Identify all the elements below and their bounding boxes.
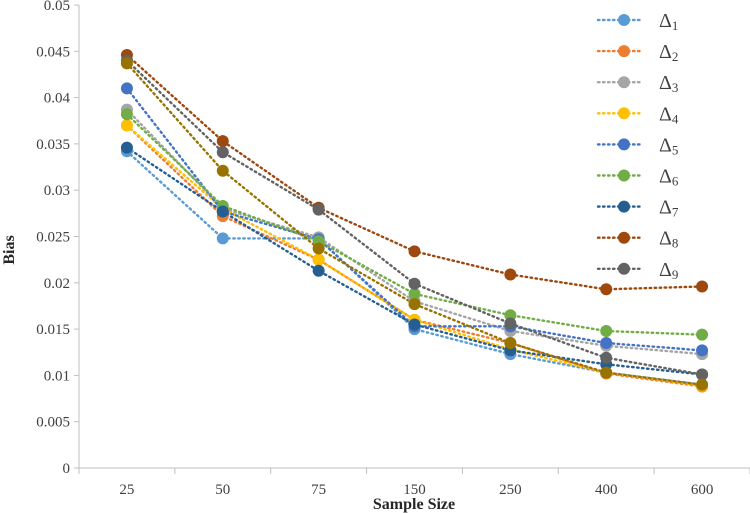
data-point-9 — [504, 317, 517, 330]
legend-marker — [618, 200, 630, 213]
data-point-5 — [600, 336, 613, 349]
legend-entry-7: Δ7 — [596, 197, 679, 220]
legend-marker — [618, 14, 630, 26]
legend-entry-3: Δ3 — [596, 72, 678, 95]
legend-marker — [618, 138, 630, 151]
data-point-7 — [312, 264, 325, 277]
legend-marker — [618, 45, 630, 58]
legend-label: Δ5 — [659, 134, 678, 157]
x-tick-label: 75 — [311, 482, 326, 498]
x-tick-label: 150 — [403, 482, 426, 498]
x-tick-label: 25 — [119, 482, 134, 498]
legend-label: Δ3 — [659, 72, 678, 95]
y-tick-label: 0.035 — [36, 137, 70, 153]
data-point-6 — [120, 108, 133, 121]
series-line-10 — [125, 62, 704, 386]
data-point-10 — [408, 298, 421, 311]
data-point-8 — [216, 135, 229, 148]
legend-label: Δ8 — [659, 228, 678, 251]
y-axis-title: Bias — [1, 235, 18, 264]
data-point-10 — [312, 242, 325, 255]
y-tick-label: 0.03 — [44, 183, 70, 199]
data-point-8 — [600, 283, 613, 296]
data-point-1 — [216, 232, 229, 245]
data-point-6 — [504, 309, 517, 322]
data-point-5 — [696, 344, 709, 357]
data-point-10 — [600, 366, 613, 379]
legend-entry-8: Δ8 — [596, 228, 678, 251]
series-line-1 — [125, 150, 704, 386]
legend-marker — [618, 107, 630, 120]
data-point-10 — [120, 57, 133, 70]
series-line-5 — [125, 87, 704, 352]
legend: Δ1 Δ2 Δ3 Δ4 Δ5 Δ6 Δ7 Δ8 Δ9 — [596, 10, 679, 282]
data-point-9 — [600, 351, 613, 364]
y-tick-label: 0.025 — [36, 230, 70, 246]
series-line-7 — [125, 146, 704, 376]
data-point-9 — [312, 203, 325, 216]
legend-marker — [618, 76, 630, 89]
data-point-6 — [600, 324, 613, 337]
series-lines — [125, 53, 704, 388]
x-tick-label: 50 — [215, 482, 230, 498]
legend-label: Δ4 — [659, 103, 679, 126]
legend-marker — [618, 231, 630, 244]
legend-label: Δ1 — [659, 10, 678, 33]
legend-marker — [618, 169, 630, 182]
data-point-9 — [216, 146, 229, 159]
legend-label: Δ9 — [659, 259, 678, 282]
legend-marker — [618, 262, 630, 275]
data-point-7 — [120, 141, 133, 154]
y-tick-label: 0.01 — [44, 368, 70, 384]
y-tick-label: 0.005 — [36, 415, 70, 431]
data-point-8 — [696, 280, 709, 293]
legend-entry-9: Δ9 — [596, 259, 678, 282]
data-point-5 — [120, 82, 133, 95]
data-point-7 — [216, 205, 229, 218]
legend-label: Δ7 — [659, 197, 679, 220]
data-point-4 — [312, 253, 325, 266]
data-point-10 — [216, 164, 229, 177]
y-tick-label: 0.015 — [36, 322, 70, 338]
data-point-6 — [408, 287, 421, 300]
x-tick-label: 600 — [691, 482, 714, 498]
x-axis-title: Sample Size — [373, 496, 455, 513]
data-point-9 — [696, 368, 709, 381]
legend-label: Δ2 — [659, 41, 678, 64]
data-point-10 — [504, 336, 517, 349]
data-point-4 — [120, 119, 133, 132]
legend-entry-2: Δ2 — [596, 41, 678, 64]
series-markers — [120, 49, 709, 393]
y-tick-label: 0.04 — [44, 91, 71, 107]
legend-entry-5: Δ5 — [596, 134, 678, 157]
y-tick-label: 0.045 — [36, 44, 70, 60]
y-tick-label: 0.02 — [44, 276, 70, 292]
legend-entry-1: Δ1 — [596, 10, 678, 33]
axes: 0 0.005 0.01 0.015 0.02 0.025 0.03 0.035 0.04 0.0… — [36, 0, 750, 498]
data-point-9 — [408, 277, 421, 290]
legend-entry-4: Δ4 — [596, 103, 679, 126]
legend-label: Δ6 — [659, 166, 679, 189]
data-point-6 — [696, 328, 709, 341]
x-tick-label: 250 — [499, 482, 522, 498]
legend-entry-6: Δ6 — [596, 166, 679, 189]
data-point-8 — [504, 268, 517, 281]
x-tick-label: 400 — [595, 482, 618, 498]
data-point-7 — [408, 318, 421, 331]
y-tick-label: 0 — [63, 461, 71, 477]
y-tick-label: 0.05 — [44, 0, 70, 14]
data-point-10 — [696, 378, 709, 391]
data-point-8 — [408, 245, 421, 258]
